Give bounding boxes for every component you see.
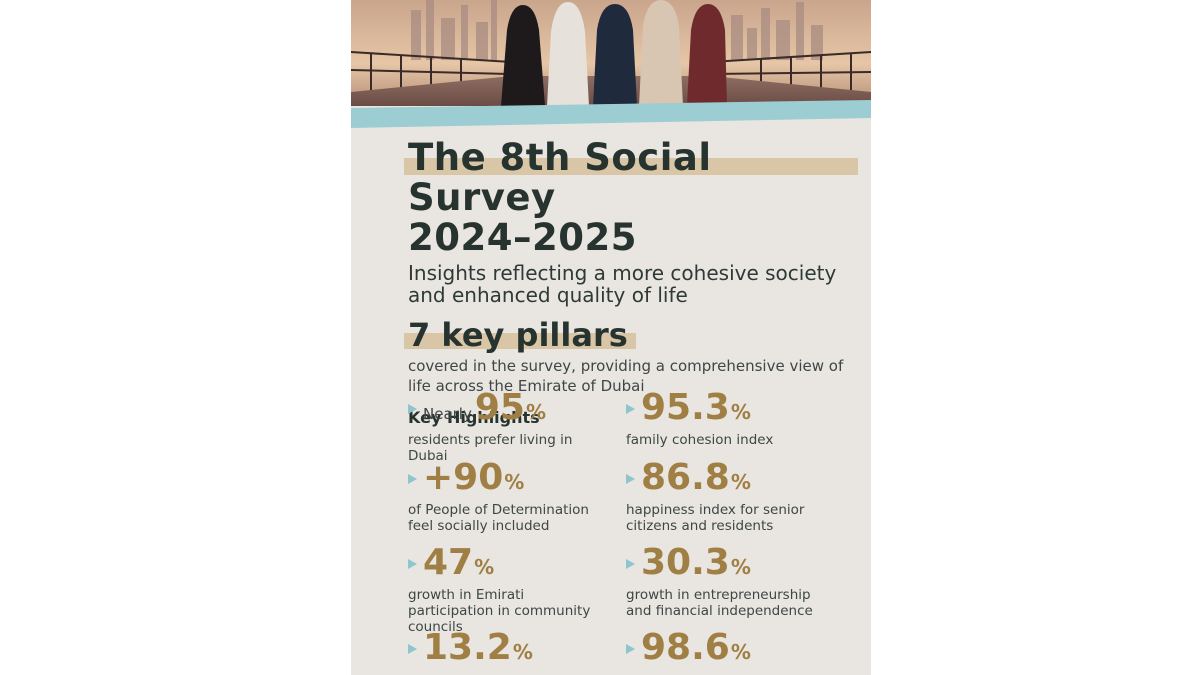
stat-card: Nearly 95% residents prefer living in Dub… bbox=[408, 388, 608, 464]
triangle-bullet-icon bbox=[408, 404, 417, 414]
percent-sign: % bbox=[730, 555, 751, 579]
triangle-bullet-icon bbox=[408, 474, 417, 484]
pillars-heading-text: 7 key pillars bbox=[408, 316, 628, 354]
triangle-bullet-icon bbox=[408, 559, 417, 569]
title-line-1: The 8th Social Survey bbox=[408, 136, 712, 219]
stat-card: 86.8% happiness index for senior citizen… bbox=[626, 458, 826, 534]
stat-value: 30.3 bbox=[641, 542, 730, 583]
stat-description: residents prefer living in Dubai bbox=[408, 432, 573, 464]
stat-card: 95.3% family cohesion index bbox=[626, 388, 826, 448]
survey-poster: The 8th Social Survey 2024–2025 Insights… bbox=[351, 0, 871, 675]
percent-sign: % bbox=[512, 640, 533, 664]
stat-card: 30.3% growth in entrepreneurship and fin… bbox=[626, 543, 826, 619]
subtitle: Insights reflecting a more cohesive soci… bbox=[408, 261, 837, 307]
stat-value: 86.8 bbox=[641, 457, 730, 498]
triangle-bullet-icon bbox=[626, 474, 635, 484]
stat-value: 95 bbox=[474, 387, 525, 428]
stat-description: of People of Determination feel socially… bbox=[408, 502, 589, 534]
highlights-grid: Nearly 95% residents prefer living in Dub… bbox=[408, 388, 848, 675]
stat-prefix: Nearly bbox=[423, 405, 472, 423]
title-line-2: 2024–2025 bbox=[408, 216, 637, 259]
percent-sign: % bbox=[730, 470, 751, 494]
pillars-description: covered in the survey, providing a compr… bbox=[408, 357, 844, 395]
triangle-bullet-icon bbox=[626, 644, 635, 654]
page-title: The 8th Social Survey 2024–2025 bbox=[404, 136, 858, 259]
key-highlights-title: Key Highlights bbox=[408, 408, 540, 427]
stat-value: 95.3 bbox=[641, 387, 730, 428]
stat-card: 47% growth in Emirati participation in c… bbox=[408, 543, 608, 635]
pillars-heading: 7 key pillars bbox=[404, 316, 636, 354]
stat-value: +90 bbox=[423, 457, 504, 498]
intro-section: The 8th Social Survey 2024–2025 Insights… bbox=[404, 136, 858, 427]
hero-photo bbox=[351, 0, 871, 106]
triangle-bullet-icon bbox=[408, 644, 417, 654]
stat-card: 98.6% bbox=[626, 628, 826, 670]
stat-description: happiness index for senior citizens and … bbox=[626, 502, 805, 534]
stat-value: 13.2 bbox=[423, 627, 512, 668]
percent-sign: % bbox=[504, 470, 525, 494]
stat-card: +90% of People of Determination feel soc… bbox=[408, 458, 608, 534]
stat-card: 13.2% bbox=[408, 628, 608, 670]
stat-description: family cohesion index bbox=[626, 432, 774, 448]
stat-value: 98.6 bbox=[641, 627, 730, 668]
triangle-bullet-icon bbox=[626, 404, 635, 414]
percent-sign: % bbox=[525, 400, 547, 424]
stat-description: growth in entrepreneurship and financial… bbox=[626, 587, 813, 619]
percent-sign: % bbox=[730, 400, 751, 424]
stat-description: growth in Emirati participation in commu… bbox=[408, 587, 591, 635]
stat-value: 47 bbox=[423, 542, 474, 583]
percent-sign: % bbox=[730, 640, 751, 664]
triangle-bullet-icon bbox=[626, 559, 635, 569]
percent-sign: % bbox=[474, 555, 495, 579]
